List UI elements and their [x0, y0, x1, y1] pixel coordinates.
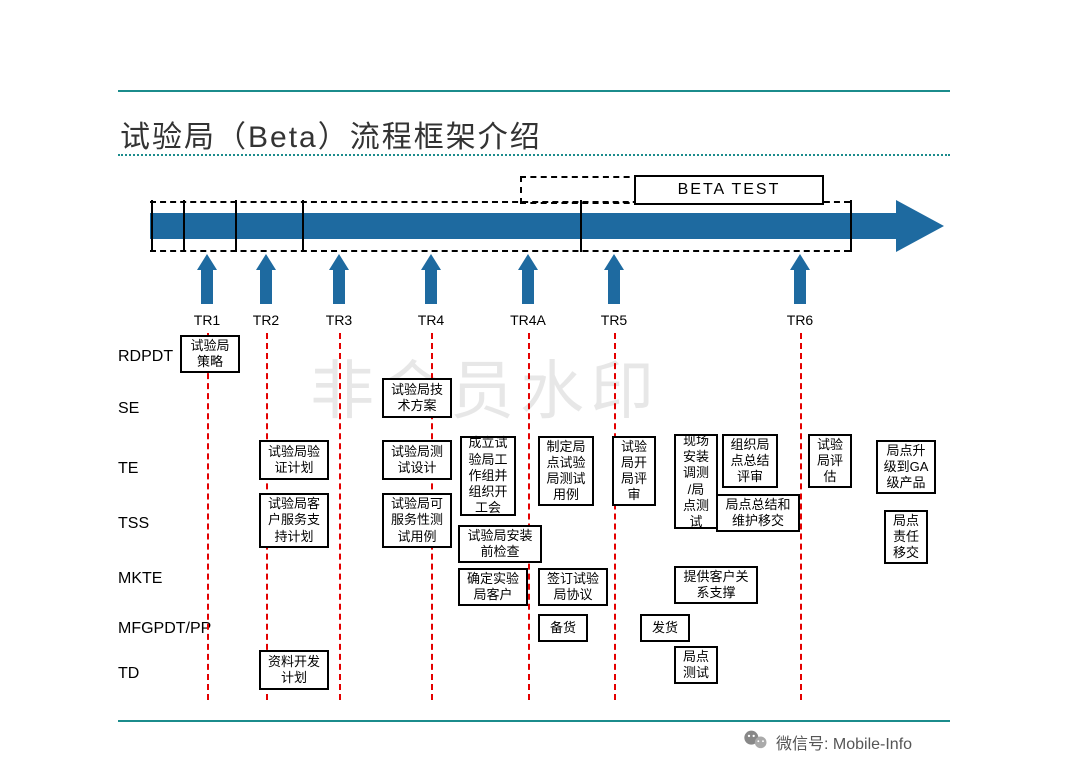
- tr-arrow-TR1: [197, 254, 217, 304]
- beta-dashed-box: [520, 176, 640, 204]
- red-line-TR5: [614, 333, 616, 700]
- activity-b6: 试验局测 试设计: [382, 440, 452, 480]
- activity-b19: 提供客户关 系支撑: [674, 566, 758, 604]
- beta-test-label: BETA TEST: [678, 181, 781, 199]
- activity-b23: 局点 责任 移交: [884, 510, 928, 564]
- tr-arrow-TR5: [604, 254, 624, 304]
- tr-label-TR5: TR5: [592, 312, 636, 328]
- tr-arrow-TR3: [329, 254, 349, 304]
- tr-arrow-TR4: [421, 254, 441, 304]
- arrow-tick: [151, 200, 153, 252]
- red-line-TR4A: [528, 333, 530, 700]
- activity-b2: 试验局验 证计划: [259, 440, 329, 480]
- role-TSS: TSS: [118, 515, 149, 533]
- tr-label-TR3: TR3: [317, 312, 361, 328]
- tr-arrow-TR4A: [518, 254, 538, 304]
- tr-label-TR4: TR4: [409, 312, 453, 328]
- tr-arrow-TR2: [256, 254, 276, 304]
- wechat-icon: [742, 726, 770, 754]
- role-SE: SE: [118, 400, 139, 418]
- role-RDPDT: RDPDT: [118, 348, 173, 366]
- activity-b10: 确定实验 局客户: [458, 568, 528, 606]
- red-line-TR1: [207, 333, 209, 700]
- activity-b9: 试验局安装 前检查: [458, 525, 542, 563]
- main-arrow-head: [896, 200, 944, 252]
- activity-b3: 试验局客 户服务支 持计划: [259, 493, 329, 548]
- activity-b13: 备货: [538, 614, 588, 642]
- page-title: 试验局（Beta）流程框架介绍: [120, 112, 542, 156]
- activity-b4: 资料开发 计划: [259, 650, 329, 690]
- beta-test-box: BETA TEST: [634, 175, 824, 205]
- watermark: 非会员水印: [310, 340, 660, 432]
- tr-label-TR6: TR6: [778, 312, 822, 328]
- activity-b17: 组织局 点总结 评审: [722, 434, 778, 488]
- role-TE: TE: [118, 460, 138, 478]
- activity-b15: 发货: [640, 614, 690, 642]
- arrow-tick: [580, 200, 582, 252]
- activity-b22: 局点升 级到GA 级产品: [876, 440, 936, 494]
- arrow-tick: [302, 200, 304, 252]
- red-line-TR6: [800, 333, 802, 700]
- tr-label-TR1: TR1: [185, 312, 229, 328]
- activity-b16: 现场 安装 调测 /局 点测 试: [674, 434, 718, 529]
- tr-arrow-TR6: [790, 254, 810, 304]
- activity-b12: 签订试验 局协议: [538, 568, 608, 606]
- arrow-dashed-bot: [150, 250, 850, 252]
- activity-b1: 试验局 策略: [180, 335, 240, 373]
- role-TD: TD: [118, 665, 139, 683]
- tr-label-TR2: TR2: [244, 312, 288, 328]
- tr-label-TR4A: TR4A: [506, 312, 550, 328]
- activity-b11: 制定局 点试验 局测试 用例: [538, 436, 594, 506]
- footer-text: 微信号: Mobile-Info: [776, 730, 912, 754]
- activity-b20: 局点 测试: [674, 646, 718, 684]
- border-bottom: [118, 720, 950, 722]
- red-line-TR3: [339, 333, 341, 700]
- activity-b8: 成立试 验局工 作组并 组织开 工会: [460, 436, 516, 516]
- activity-b18: 局点总结和 维护移交: [716, 494, 800, 532]
- role-MKTE: MKTE: [118, 570, 162, 588]
- activity-b14: 试验 局开 局评 审: [612, 436, 656, 506]
- diagram-canvas: 试验局（Beta）流程框架介绍 非会员水印 BETA TEST TR1 TR2 TR…: [0, 0, 1080, 763]
- arrow-tick: [183, 200, 185, 252]
- main-arrow-body: [150, 213, 896, 239]
- activity-b5: 试验局技 术方案: [382, 378, 452, 418]
- arrow-tick: [850, 200, 852, 252]
- activity-b21: 试验 局评 估: [808, 434, 852, 488]
- border-top: [118, 90, 950, 92]
- role-MFGPDT/PP: MFGPDT/PP: [118, 620, 211, 638]
- activity-b7: 试验局可 服务性测 试用例: [382, 493, 452, 548]
- arrow-tick: [235, 200, 237, 252]
